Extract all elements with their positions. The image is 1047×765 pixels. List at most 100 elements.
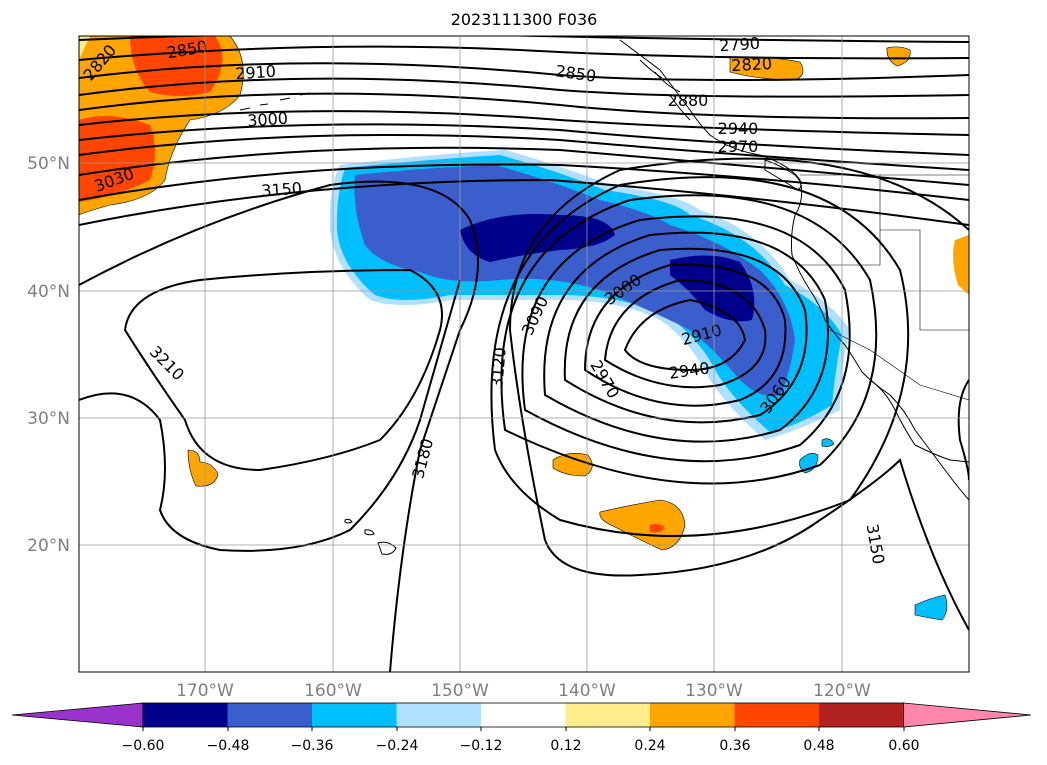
positive-blob-3 xyxy=(599,499,686,551)
contour-2910 xyxy=(79,92,969,120)
colorbar-extend-min xyxy=(11,702,144,728)
map-frame xyxy=(78,35,970,673)
colorbar-segment xyxy=(396,703,482,727)
contour-label: 3000 xyxy=(247,109,289,131)
map-content xyxy=(79,36,969,672)
colorbar-extend-max xyxy=(903,702,1032,728)
lon-label: 120°W xyxy=(813,681,871,701)
state-border-3 xyxy=(880,229,969,331)
contour-3150-s xyxy=(508,157,969,541)
coastlines xyxy=(239,39,969,501)
hawaii-oahu xyxy=(344,518,353,524)
colorbar-outline xyxy=(142,702,904,728)
colorbar-segment xyxy=(312,703,397,727)
contour-label: 2910 xyxy=(235,62,277,84)
contour-label: 3150 xyxy=(261,179,303,201)
lat-label: 50°N xyxy=(27,154,70,174)
lon-label: 170°W xyxy=(176,681,234,701)
colorbar-segment xyxy=(565,703,651,727)
contour-2970 xyxy=(79,123,969,156)
alaska-islands xyxy=(639,59,691,121)
positive-anomaly-nw-edge xyxy=(79,36,90,60)
contour-label: 3120 xyxy=(487,346,509,388)
lat-label: 40°N xyxy=(27,282,70,302)
negative-blob-3 xyxy=(821,438,835,447)
contour-3150-se xyxy=(544,458,969,631)
aleutian-islands xyxy=(239,92,311,111)
colorbar-tick-label: −0.24 xyxy=(376,738,419,754)
longitude-labels: 170°W 160°W 150°W 140°W 130°W 120°W xyxy=(176,681,871,701)
contour-2940 xyxy=(79,110,969,136)
contour-low-2910 xyxy=(623,298,747,372)
positive-blob-3-core xyxy=(650,524,665,533)
contour-label: 2940 xyxy=(718,119,759,138)
colorbar-tick-label: 0.60 xyxy=(888,738,919,754)
colorbar-segment xyxy=(227,703,313,727)
vancouver-island xyxy=(764,159,802,191)
colorbar: −0.60 −0.48 −0.36 −0.24 −0.12 0.12 0.24 … xyxy=(11,702,1032,754)
contour-east xyxy=(957,379,969,481)
gridlines xyxy=(79,36,969,672)
contour-low-3090 xyxy=(500,194,878,485)
lat-label: 30°N xyxy=(27,409,70,429)
map-title: 2023111300 F036 xyxy=(451,10,598,29)
colorbar-tick-label: −0.36 xyxy=(291,738,334,754)
contour-3030 xyxy=(79,146,969,186)
contour-3210 xyxy=(123,268,443,472)
contour-low-2940 xyxy=(603,278,767,389)
borders xyxy=(800,174,969,401)
contour-3090-n xyxy=(79,178,969,226)
contour-low-3120 xyxy=(490,176,910,537)
contour-low-3000 xyxy=(563,247,808,424)
colorbar-tick-label: 0.12 xyxy=(550,738,581,754)
contour-3060-n xyxy=(79,163,969,201)
positive-blob-6 xyxy=(953,235,969,295)
lat-label: 20°N xyxy=(27,536,70,556)
north-america-coast xyxy=(619,39,969,501)
contour-2820 xyxy=(79,45,969,61)
colorbar-segment xyxy=(143,703,228,727)
lon-label: 140°W xyxy=(558,681,616,701)
contour-low-3030 xyxy=(543,231,829,443)
contour-label: 2880 xyxy=(668,91,709,110)
colorbar-tick-label: −0.48 xyxy=(207,738,250,754)
contour-3000 xyxy=(79,134,969,171)
gulf-coast xyxy=(869,379,969,463)
colorbar-segment xyxy=(734,703,820,727)
contour-2880 xyxy=(79,77,969,98)
colorbar-tick-label: 0.24 xyxy=(634,738,665,754)
colorbar-tick-labels: −0.60 −0.48 −0.36 −0.24 −0.12 0.12 0.24 … xyxy=(122,738,920,754)
contour-2790 xyxy=(79,36,969,43)
lon-label: 130°W xyxy=(685,681,743,701)
colorbar-tick-label: 0.48 xyxy=(803,738,834,754)
colorbar-segment xyxy=(481,703,566,727)
lon-label: 160°W xyxy=(304,681,362,701)
hawaii-maui xyxy=(364,529,375,536)
negative-anomaly-core-2 xyxy=(670,255,755,322)
lon-label: 150°W xyxy=(431,681,489,701)
hawaii-big-island xyxy=(377,541,397,555)
height-contours xyxy=(79,36,969,672)
colorbar-tick-label: −0.60 xyxy=(122,738,165,754)
contour-low-2970 xyxy=(583,263,787,407)
colorbar-segments xyxy=(11,702,1032,728)
contour-3180 xyxy=(79,279,461,552)
contour-low-3060 xyxy=(521,215,851,463)
latitude-labels: 50°N 40°N 30°N 20°N xyxy=(27,154,70,556)
state-border-1 xyxy=(800,175,881,266)
colorbar-segment xyxy=(650,703,735,727)
contour-label: 2790 xyxy=(719,34,761,56)
contour-3150-n xyxy=(79,180,479,672)
colorbar-tick-label: −0.12 xyxy=(460,738,503,754)
hawaiian-islands xyxy=(344,518,397,555)
positive-blob-2 xyxy=(552,453,593,477)
colorbar-segment xyxy=(819,703,904,727)
contour-label: 2820 xyxy=(731,54,773,75)
contour-2850 xyxy=(79,62,969,81)
colorbar-ticks xyxy=(142,727,905,731)
negative-blob-2 xyxy=(914,594,948,621)
contour-label: 2970 xyxy=(718,137,759,156)
colorbar-tick-label: 0.36 xyxy=(719,738,750,754)
positive-blob-1 xyxy=(187,449,219,487)
